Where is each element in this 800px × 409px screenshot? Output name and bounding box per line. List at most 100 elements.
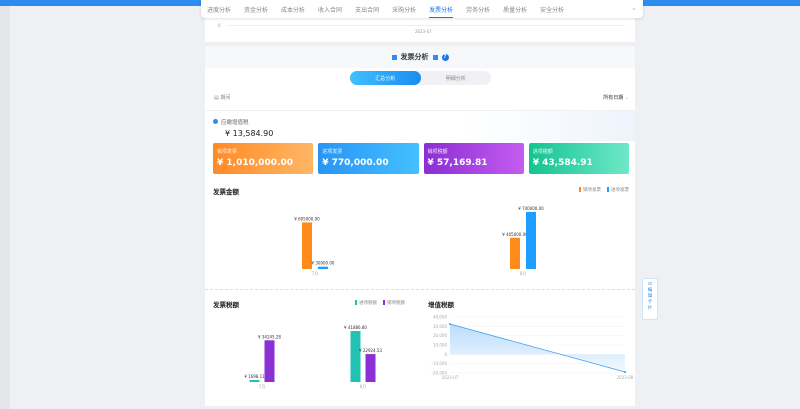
bar <box>249 379 260 382</box>
stat-card-output-tax[interactable]: 销项税额 ¥ 57,169.81 <box>423 143 524 174</box>
data-label: ¥ 41886.80 <box>344 325 367 330</box>
data-point <box>449 322 451 325</box>
legend-item[interactable]: 销项税额 <box>383 300 405 306</box>
tab-purchase[interactable]: 采购分析 <box>392 6 417 14</box>
data-label: ¥ 605000.00 <box>294 216 320 221</box>
bar <box>264 340 275 382</box>
decor-icon <box>432 54 438 60</box>
vat-value: ¥ 13,584.90 <box>225 129 274 138</box>
vat-payable: 应缴增值税 ¥ 13,584.90 <box>205 111 635 141</box>
y-tick-label: 10,000 <box>433 343 447 348</box>
x-tick-label: 7月 <box>259 384 266 389</box>
legend-label: 销项发票 <box>583 188 601 193</box>
legend-item[interactable]: 销项发票 <box>579 187 601 193</box>
card-header: 发票分析 ? <box>205 46 635 68</box>
module-tabs: 进度分析 资金分析 成本分析 收入合同 支出合同 采购分析 发票分析 劳务分析 … <box>201 0 643 18</box>
series-line <box>449 323 626 373</box>
tab-quality[interactable]: 质量分析 <box>503 6 528 14</box>
bar <box>302 222 312 269</box>
edit-icon: ⊡ <box>648 282 652 287</box>
card-value: ¥ 43,584.91 <box>532 158 593 168</box>
y-tick-label: -20,000 <box>432 371 448 376</box>
tab-expense-contract[interactable]: 支出合同 <box>355 6 380 14</box>
invoice-amount-chart: ¥ 605000.00 ¥ 30000.00 7月 ¥ 405000.00 ¥ 7400… <box>294 206 544 276</box>
edit-card-button[interactable]: ⊡ 编辑卡片 <box>642 278 658 320</box>
invoice-tax-title: 发票税额 <box>213 301 239 309</box>
card-value: ¥ 1,010,000.00 <box>217 158 294 168</box>
legend: 销项发票 进项发票 <box>579 187 629 193</box>
dot-icon <box>213 119 218 124</box>
previous-chart-card: 0 2023-07 <box>205 14 635 42</box>
stat-card-output-invoice[interactable]: 销项发票 ¥ 1,010,000.00 <box>213 143 314 174</box>
data-point <box>624 371 626 374</box>
bar <box>318 266 328 269</box>
x-tick-label: 2023-08 <box>617 375 634 380</box>
edit-card-label: 编辑卡片 <box>647 288 653 311</box>
vat-amount-chart: 40,00030,00020,00010,0000-10,000-20,0002… <box>432 315 634 381</box>
page-title: 发票分析 <box>400 53 429 61</box>
legend: 进项税额 销项税额 <box>355 300 405 306</box>
date-select[interactable]: 所有日期 ⌄ <box>603 94 629 101</box>
axis-zero: 0 <box>218 23 221 28</box>
stat-card-input-tax[interactable]: 进项税额 ¥ 43,584.91 <box>528 143 629 174</box>
bar <box>350 331 361 382</box>
legend-item[interactable]: 进项税额 <box>355 300 377 306</box>
y-tick-label: 30,000 <box>433 324 447 329</box>
x-tick-label: 8月 <box>360 384 367 389</box>
x-tick-label: 8月 <box>520 271 527 276</box>
legend-label: 进项税额 <box>359 301 377 306</box>
tab-invoice[interactable]: 发票分析 <box>429 6 454 18</box>
vat-amount-title: 增值税额 <box>428 301 454 309</box>
period-filter[interactable]: ▤ 期间 <box>214 95 231 101</box>
y-tick-label: 20,000 <box>433 333 447 338</box>
detail-tab[interactable]: 明细分析 <box>445 75 466 82</box>
tab-cost[interactable]: 成本分析 <box>281 6 306 14</box>
tab-safety[interactable]: 安全分析 <box>540 6 565 14</box>
data-label: ¥ 1698.11 <box>244 374 265 379</box>
data-label: ¥ 30000.00 <box>312 261 335 266</box>
x-tick-label: 2023-07 <box>442 375 459 380</box>
data-label: ¥ 34245.28 <box>258 334 281 339</box>
data-label: ¥ 740000.00 <box>518 206 544 211</box>
tab-labor[interactable]: 劳务分析 <box>466 6 491 14</box>
tab-funds[interactable]: 资金分析 <box>244 6 269 14</box>
card-value: ¥ 57,169.81 <box>427 158 488 168</box>
legend-label: 进项发票 <box>611 188 629 193</box>
card-title: 销项发票 <box>217 149 238 155</box>
legend-label: 销项税额 <box>387 301 405 306</box>
data-label: ¥ 22924.53 <box>359 348 382 353</box>
y-tick-label: -10,000 <box>432 361 448 366</box>
stat-card-input-invoice[interactable]: 进项发票 ¥ 770,000.00 <box>318 143 419 174</box>
invoice-amount-title: 发票金额 <box>213 188 239 196</box>
tab-progress[interactable]: 进度分析 <box>207 6 232 14</box>
divider <box>205 289 635 290</box>
invoice-tax-chart: ¥ 1698.11 ¥ 34245.28 7月 ¥ 41886.80 ¥ 22924.5… <box>244 325 382 389</box>
card-title: 进项税额 <box>532 149 553 155</box>
card-value: ¥ 770,000.00 <box>322 158 389 168</box>
left-panel <box>0 6 10 409</box>
x-tick-label: 7月 <box>312 271 319 276</box>
date-value: 所有日期 <box>603 95 624 101</box>
y-tick-label: 0 <box>444 352 447 357</box>
stat-cards: 销项发票 ¥ 1,010,000.00 进项发票 ¥ 770,000.00 销项税额… <box>213 143 629 174</box>
data-label: ¥ 405000.00 <box>502 232 528 237</box>
card-title: 销项税额 <box>427 149 448 155</box>
bar <box>526 212 536 269</box>
bar <box>510 237 520 269</box>
analysis-toggle: 汇总分析 明细分析 <box>350 71 491 85</box>
period-label: 期间 <box>220 95 231 101</box>
tab-income-contract[interactable]: 收入合同 <box>318 6 343 14</box>
chevron-down-icon[interactable]: ⌄ <box>631 4 637 12</box>
bar <box>365 354 376 382</box>
chevron-down-icon: ⌄ <box>624 95 629 101</box>
help-icon[interactable]: ? <box>441 53 449 61</box>
vat-label: 应缴增值税 <box>221 120 249 126</box>
axis-line <box>227 25 625 26</box>
card-title: 进项发票 <box>322 149 343 155</box>
legend-item[interactable]: 进项发票 <box>607 187 629 193</box>
decor-icon <box>391 54 397 60</box>
summary-tab[interactable]: 汇总分析 <box>350 71 421 85</box>
divider <box>205 110 635 111</box>
axis-date: 2023-07 <box>415 29 432 34</box>
y-tick-label: 40,000 <box>433 315 447 320</box>
